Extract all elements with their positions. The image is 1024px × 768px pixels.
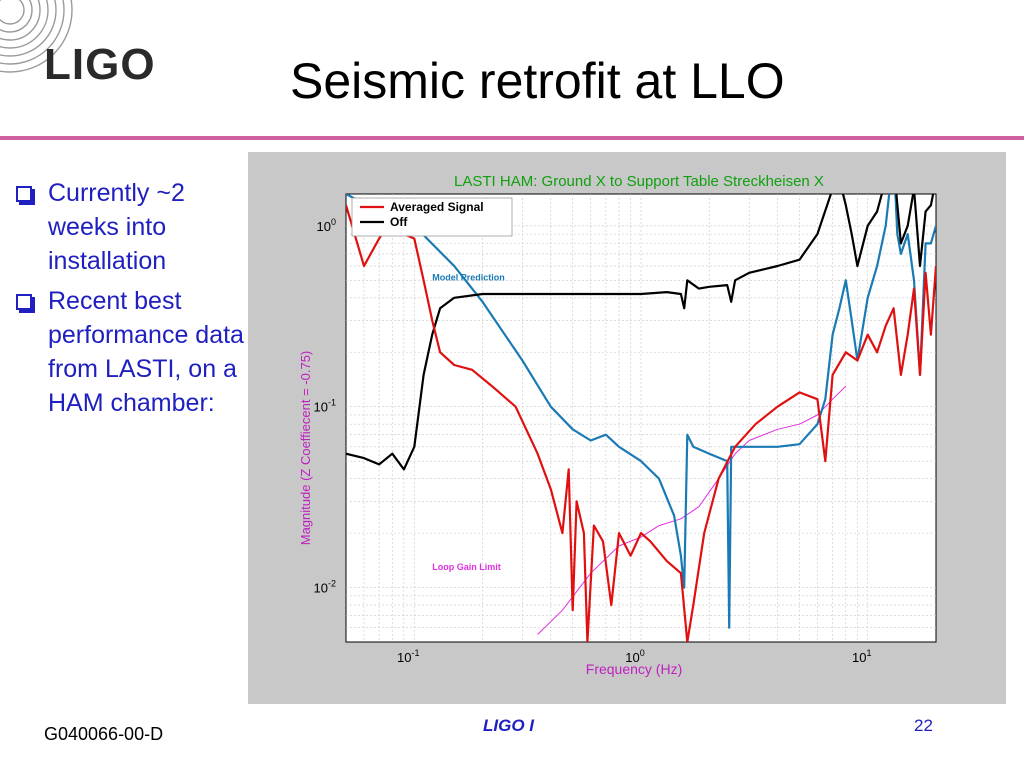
x-tick-exponent: -1 <box>411 648 419 658</box>
y-tick-base: 10 <box>317 219 331 234</box>
bullet-text: Recent best performance data from LASTI,… <box>48 287 244 417</box>
series-line-averaged-signal <box>346 204 936 642</box>
bode-magnitude-chart: LASTI HAM: Ground X to Support Table Str… <box>298 173 937 677</box>
x-tick-label: 10-1 <box>397 648 419 665</box>
title-divider <box>0 136 1024 140</box>
page-number: 22 <box>914 716 933 735</box>
x-tick-label: 100 <box>625 648 644 665</box>
x-tick-base: 10 <box>852 650 866 665</box>
y-tick-label: 10-1 <box>314 398 336 415</box>
bullet-list: Currently ~2 weeks into installation Rec… <box>12 176 252 426</box>
annotation-label: Model Prediction <box>432 272 505 282</box>
y-axis-label: Magnitude (Z Coeffiecent = -0.75) <box>298 351 313 546</box>
y-tick-exponent: -2 <box>328 579 336 589</box>
x-tick-exponent: 1 <box>866 648 871 658</box>
slide-title: Seismic retrofit at LLO <box>290 53 785 109</box>
y-tick-exponent: -1 <box>328 398 336 408</box>
bullet-text: Currently ~2 weeks into installation <box>48 179 185 275</box>
checkbox-bullet-icon <box>16 186 32 202</box>
y-tick-label: 10-2 <box>314 579 336 596</box>
y-tick-base: 10 <box>314 581 328 596</box>
bullet-item: Currently ~2 weeks into installation <box>12 176 252 278</box>
y-tick-exponent: 0 <box>331 217 336 227</box>
series-line-model-prediction <box>346 194 936 629</box>
legend-entry: Averaged Signal <box>390 200 484 214</box>
bullet-item: Recent best performance data from LASTI,… <box>12 284 252 420</box>
y-tick-base: 10 <box>314 400 328 415</box>
series-line-off <box>346 194 935 471</box>
chart-title: LASTI HAM: Ground X to Support Table Str… <box>454 173 824 190</box>
x-tick-base: 10 <box>397 650 411 665</box>
y-tick-label: 100 <box>317 217 336 234</box>
footer-project: LIGO I <box>483 716 534 735</box>
grid <box>346 194 936 642</box>
series-group <box>346 194 936 642</box>
x-tick-base: 10 <box>625 650 639 665</box>
ligo-logo: LIGO <box>44 40 156 89</box>
x-axis-label: Frequency (Hz) <box>586 661 682 677</box>
chart-panel: LASTI HAM: Ground X to Support Table Str… <box>248 152 1006 704</box>
legend-box <box>351 197 513 237</box>
annotation-label: Loop Gain Limit <box>432 562 501 572</box>
checkbox-bullet-icon <box>16 294 32 310</box>
legend-entry: Off <box>390 215 408 229</box>
x-tick-exponent: 0 <box>640 648 645 658</box>
x-tick-label: 101 <box>852 648 871 665</box>
document-id: G040066-00-D <box>44 724 164 744</box>
logo-swirl-graphic <box>0 0 73 73</box>
